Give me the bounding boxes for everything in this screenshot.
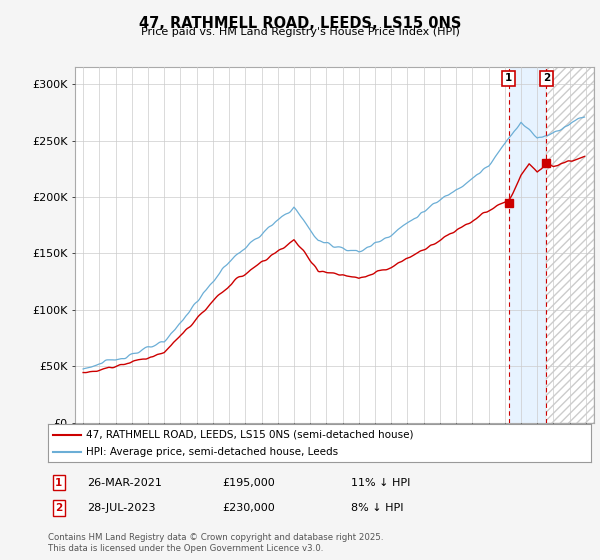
Text: 8% ↓ HPI: 8% ↓ HPI (351, 503, 404, 513)
Text: £195,000: £195,000 (222, 478, 275, 488)
Text: Price paid vs. HM Land Registry's House Price Index (HPI): Price paid vs. HM Land Registry's House … (140, 27, 460, 37)
Text: 26-MAR-2021: 26-MAR-2021 (87, 478, 162, 488)
Text: 1: 1 (55, 478, 62, 488)
Text: Contains HM Land Registry data © Crown copyright and database right 2025.
This d: Contains HM Land Registry data © Crown c… (48, 533, 383, 553)
Text: 47, RATHMELL ROAD, LEEDS, LS15 0NS (semi-detached house): 47, RATHMELL ROAD, LEEDS, LS15 0NS (semi… (86, 430, 413, 440)
Text: 2: 2 (543, 73, 550, 83)
Text: £230,000: £230,000 (222, 503, 275, 513)
Text: 2: 2 (55, 503, 62, 513)
Bar (509, 67, 547, 423)
Text: 11% ↓ HPI: 11% ↓ HPI (351, 478, 410, 488)
Text: 1: 1 (505, 73, 512, 83)
Text: HPI: Average price, semi-detached house, Leeds: HPI: Average price, semi-detached house,… (86, 447, 338, 458)
Text: 47, RATHMELL ROAD, LEEDS, LS15 0NS: 47, RATHMELL ROAD, LEEDS, LS15 0NS (139, 16, 461, 31)
Bar (547, 67, 594, 423)
Text: 28-JUL-2023: 28-JUL-2023 (87, 503, 155, 513)
